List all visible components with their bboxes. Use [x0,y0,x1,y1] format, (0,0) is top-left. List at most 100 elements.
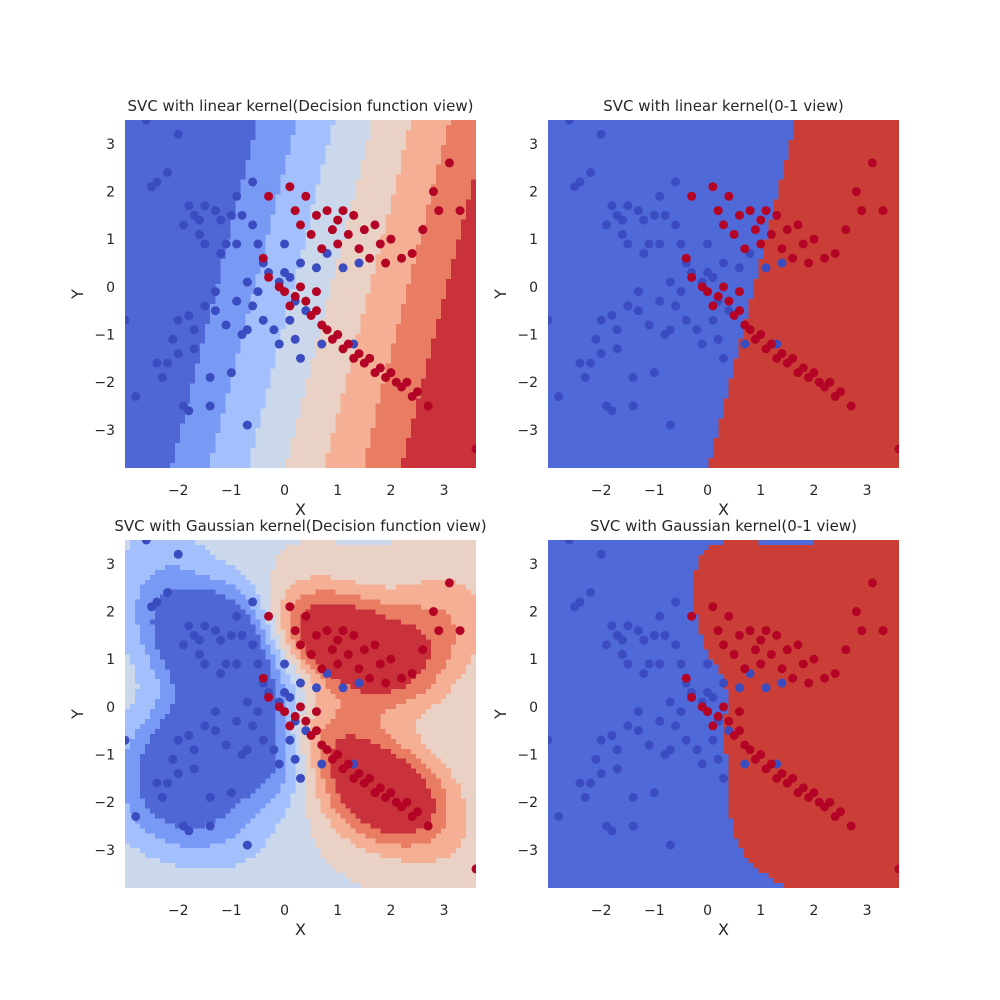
surface-cell [165,179,171,186]
surface-cell [290,418,297,424]
surface-cell [360,423,367,429]
surface-cell [265,298,272,305]
surface-cell [380,269,387,275]
surface-cell [450,169,457,176]
surface-cell [395,224,402,230]
surface-cell [360,254,367,260]
point-class-0 [179,401,188,411]
surface-cell [375,443,382,449]
surface-cell [375,408,382,414]
surface-cell [185,174,191,181]
surface-cell [285,159,292,166]
surface-cell [400,209,407,216]
surface-cell [230,294,236,300]
surface-cell [465,234,472,240]
surface-cell [335,199,342,206]
surface-cell [320,373,327,380]
surface-cell [315,234,322,240]
surface-cell [320,214,327,221]
surface-cell [360,438,367,444]
surface-cell [125,279,131,285]
surface-cell [270,358,277,365]
surface-cell [135,189,141,196]
surface-cell [225,443,231,449]
surface-cell [175,219,181,225]
surface-cell [400,129,407,136]
surface-cell [295,269,302,275]
surface-cell [435,259,442,265]
surface-cell [285,428,292,434]
point-class-0 [163,358,173,368]
point-class-0 [200,239,210,249]
surface-cell [470,229,476,235]
surface-cell [345,428,352,434]
surface-cell [205,189,211,196]
surface-cell [160,328,166,335]
surface-cell [150,244,156,250]
surface-cell [370,348,377,355]
surface-cell [360,284,367,290]
surface-cell [130,298,136,305]
surface-cell [400,269,407,275]
surface-cell [195,373,201,380]
surface-cell [235,463,241,468]
surface-cell [400,388,407,395]
surface-cell [175,234,181,240]
surface-cell [315,120,322,126]
surface-cell [265,413,272,419]
surface-cell [345,239,352,245]
surface-cell [215,393,221,399]
surface-cell [185,393,191,399]
surface-cell [300,269,307,275]
surface-cell [270,438,277,444]
surface-cell [290,254,297,260]
surface-cell [345,224,352,230]
surface-cell [140,249,146,255]
surface-cell [295,199,302,206]
surface-cell [335,388,342,395]
surface-cell [170,363,176,370]
surface-cell [165,269,171,275]
surface-cell [210,179,216,186]
surface-cell [190,264,196,270]
surface-cell [150,448,156,454]
surface-cell [180,353,186,360]
surface-cell [365,343,372,350]
surface-cell [230,398,236,404]
surface-cell [390,279,397,285]
surface-cell [280,408,287,414]
surface-cell [370,393,377,399]
surface-cell [420,358,427,365]
surface-cell [190,234,196,240]
point-class-0 [274,339,284,349]
surface-cell [270,318,277,325]
surface-cell [240,353,246,360]
surface-cell [350,393,357,399]
surface-cell [315,259,322,265]
surface-cell [245,298,251,305]
surface-cell [430,418,437,424]
surface-cell [305,463,312,468]
surface-cell [250,274,256,280]
surface-cell [335,139,342,146]
surface-cell [220,458,226,464]
surface-cell [225,129,231,136]
surface-cell [205,264,211,270]
surface-cell [450,189,457,196]
surface-cell [415,323,422,330]
surface-cell [355,328,362,335]
surface-cell [180,134,186,141]
surface-cell [395,318,402,325]
surface-cell [225,164,231,171]
surface-cell [280,120,287,126]
surface-cell [270,308,277,315]
surface-cell [390,249,397,255]
surface-cell [380,403,387,409]
surface-cell [255,234,261,240]
surface-cell [425,423,432,429]
surface-cell [470,254,476,260]
surface-cell [215,269,221,275]
surface-cell [365,433,372,439]
surface-cell [265,403,272,409]
surface-cell [430,274,437,280]
